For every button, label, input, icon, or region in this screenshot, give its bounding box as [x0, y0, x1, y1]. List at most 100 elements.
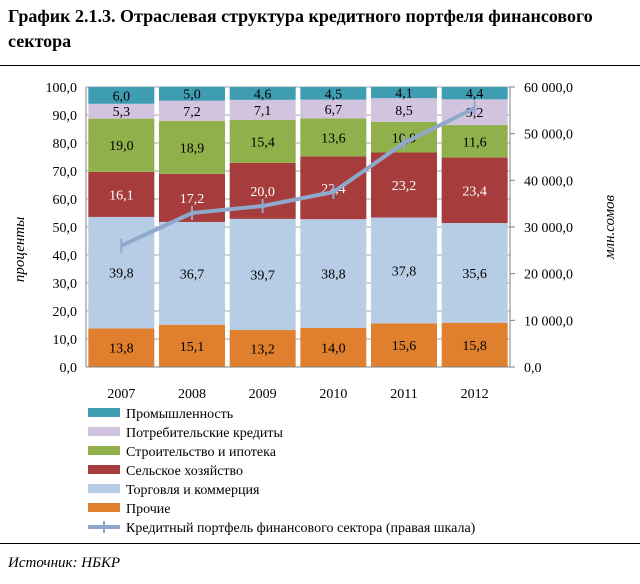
x-tick-label: 2010 [319, 387, 347, 402]
y-axis-title: проценты [12, 217, 28, 282]
data-label: 39,8 [109, 267, 134, 282]
data-label: 4,4 [466, 87, 484, 102]
y2-tick-label: 20 000,0 [524, 268, 573, 283]
data-label: 13,2 [250, 343, 275, 358]
data-label: 23,4 [462, 184, 487, 199]
bar-segment [371, 98, 437, 122]
legend-item: Кредитный портфель финансового сектора (… [88, 521, 476, 536]
bar-segment [88, 328, 155, 367]
data-label: 7,1 [254, 104, 272, 119]
bar-segment [229, 218, 296, 331]
data-label: 13,8 [109, 342, 134, 357]
data-label: 4,1 [395, 86, 413, 101]
data-label: 14,0 [321, 341, 346, 356]
x-tick-label: 2008 [178, 387, 206, 402]
bar-segment [441, 125, 508, 158]
legend-label: Промышленность [126, 407, 233, 422]
bar-segment [88, 87, 155, 104]
data-label: 23,2 [392, 179, 417, 194]
y-tick-label: 0,0 [60, 361, 78, 376]
data-label: 35,6 [462, 267, 487, 282]
bar-segment [300, 327, 367, 367]
data-label: 15,1 [180, 340, 205, 355]
y-tick-label: 70,0 [53, 165, 78, 180]
data-label: 6,0 [113, 89, 131, 104]
y-tick-label: 60,0 [53, 193, 78, 208]
bar-segment [371, 217, 437, 324]
legend-item: Потребительские кредиты [88, 426, 284, 441]
data-label: 7,2 [183, 105, 201, 120]
data-label: 17,2 [180, 192, 205, 207]
data-label: 36,7 [180, 267, 205, 282]
x-tick-label: 2012 [461, 387, 489, 402]
bar-segment [88, 118, 155, 172]
legend-label: Кредитный портфель финансового сектора (… [126, 521, 476, 536]
source-note: Источник: НБКР [8, 555, 121, 571]
bar-segment [441, 322, 508, 367]
bar-segment [371, 86, 437, 99]
data-label: 19,0 [109, 139, 134, 154]
data-label: 20,0 [250, 185, 275, 200]
legend: Промышленность Потребительские кредиты Стр… [88, 407, 476, 536]
portfolio-line-layer [120, 101, 476, 253]
data-label: 38,8 [321, 267, 346, 282]
legend-label: Прочие [126, 502, 171, 517]
y-tick-label: 30,0 [53, 277, 78, 292]
bar-segment [371, 323, 437, 367]
bar-segment [371, 152, 437, 218]
data-label: 15,6 [392, 339, 417, 354]
legend-label: Строительство и ипотека [126, 445, 277, 460]
bar-segment [229, 87, 296, 100]
legend-label: Торговля и коммерция [126, 483, 260, 498]
top-rule [0, 65, 640, 66]
y2-tick-label: 10 000,0 [524, 314, 573, 329]
y-tick-label: 50,0 [53, 221, 78, 236]
data-label: 15,8 [462, 339, 487, 354]
y2-tick-label: 60 000,0 [524, 81, 573, 96]
legend-swatch [88, 503, 120, 512]
legend-item: Строительство и ипотека [88, 445, 277, 460]
y-tick-label: 40,0 [53, 249, 78, 264]
y-tick-label: 20,0 [53, 305, 78, 320]
y2-tick-label: 50 000,0 [524, 128, 573, 143]
data-label: 18,9 [180, 141, 205, 156]
legend-swatch [88, 408, 120, 417]
legend-item: Промышленность [88, 407, 233, 422]
legend-label: Потребительские кредиты [126, 426, 284, 441]
bar-segment [300, 87, 367, 100]
bar-segment [159, 120, 225, 174]
bar-segment [88, 171, 155, 217]
data-label: 13,6 [321, 131, 346, 146]
bar-segment [159, 86, 225, 101]
bar-segment [229, 99, 296, 120]
y-tick-label: 80,0 [53, 137, 78, 152]
bar-segment [441, 87, 508, 100]
data-label: 4,6 [254, 87, 272, 102]
legend-swatch [88, 427, 120, 436]
bar-segment [300, 219, 367, 328]
bar-segment [229, 330, 296, 367]
legend-swatch [88, 446, 120, 455]
legend-swatch [88, 484, 120, 493]
data-label: 5,0 [183, 88, 201, 103]
bar-segment [88, 103, 155, 119]
legend-label: Сельское хозяйство [126, 464, 243, 479]
legend-item: Прочие [88, 502, 171, 517]
data-label: 39,7 [250, 268, 275, 283]
bar-segment [159, 221, 225, 325]
axes: 0,0 10,0 20,0 30,0 40,0 50,0 60,0 70,0 80,0 90,0 1… [12, 81, 618, 402]
legend-item: Сельское хозяйство [88, 464, 243, 479]
bar-segment [441, 223, 508, 323]
data-label: 16,1 [109, 188, 134, 203]
chart-title: График 2.1.3. Отраслевая структура креди… [8, 6, 593, 51]
bar-segment [441, 157, 508, 224]
y2-tick-label: 40 000,0 [524, 174, 573, 189]
legend-item: Торговля и коммерция [88, 483, 260, 498]
data-label: 5,3 [113, 105, 131, 120]
y-tick-label: 90,0 [53, 109, 78, 124]
data-label: 15,4 [250, 135, 275, 150]
bar-segment [159, 100, 225, 121]
x-tick-label: 2009 [249, 387, 277, 402]
legend-swatch [88, 465, 120, 474]
portfolio-line [120, 106, 476, 248]
